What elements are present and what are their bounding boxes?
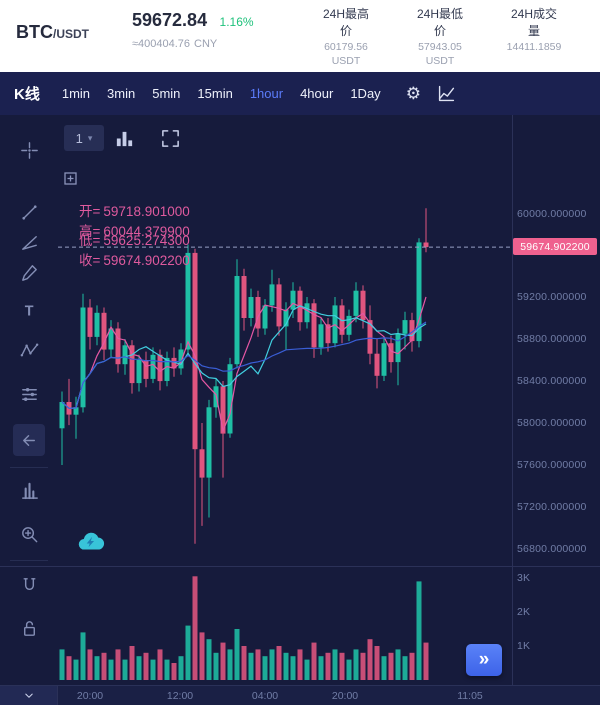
high-label: 高= [79, 224, 101, 239]
time-tick: 04:00 [251, 690, 279, 702]
volume-tick: 3K [517, 572, 531, 584]
stat-value: 57943.05 [418, 41, 462, 53]
stat-label: 量 [527, 24, 540, 38]
lock-tool-icon[interactable] [11, 610, 47, 646]
stat-unit: USDT [331, 55, 361, 67]
magnet-tool-icon[interactable] [11, 567, 47, 603]
interval-select[interactable]: 1 ▾ [64, 125, 104, 151]
tab-15min[interactable]: 15min [197, 86, 233, 101]
price-tick: 60000.000000 [517, 208, 587, 220]
low-label: 低= [79, 233, 101, 248]
volume-tick: 2K [517, 606, 531, 618]
stat-label: 价 [433, 24, 446, 38]
volume-tick: 1K [517, 640, 531, 652]
price-block: 59672.84 1.16% [132, 10, 254, 31]
fiat-value: ≈400404.76 [132, 38, 191, 50]
rail-divider [10, 467, 48, 468]
stat-24h-high: 24H最高 价 60179.56 USDT [298, 6, 394, 68]
open-label: 开= [79, 204, 101, 219]
kline-toolbar: K线 1min 3min 5min 15min 1hour 4hour 1Day… [0, 72, 600, 115]
pair-base: BTC [16, 22, 53, 42]
header: BTC/USDT 59672.84 1.16% ≈400404.76 CNY 24… [0, 0, 600, 72]
watermark-cloud-icon [76, 530, 106, 557]
zoom-tool-icon[interactable] [11, 516, 47, 552]
tab-1min[interactable]: 1min [61, 86, 91, 101]
stat-value: 14411.1859 [506, 41, 562, 53]
time-tick: 20:00 [331, 690, 359, 702]
kline-title: K线 [14, 86, 40, 103]
tab-3min[interactable]: 3min [107, 86, 136, 101]
chart-type-icon[interactable] [114, 128, 135, 149]
expand-panel-button[interactable]: » [466, 644, 502, 676]
indicator-histogram-icon[interactable] [11, 472, 47, 508]
collapse-toolbar-button[interactable] [13, 424, 45, 456]
stat-unit: USDT [425, 55, 455, 67]
stat-24h-low: 24H最低 价 57943.05 USDT [392, 6, 488, 68]
collapse-rail-button[interactable] [0, 686, 58, 705]
indicator-chart-icon[interactable] [437, 84, 456, 103]
stat-label: 24H最低 [416, 7, 463, 21]
last-price: 59672.84 [132, 10, 208, 30]
candlestick-chart[interactable] [0, 115, 600, 685]
interval-value: 1 [75, 130, 83, 146]
stat-label: 价 [339, 24, 352, 38]
ohlc-line-2: 低= 59625.274300 收= 59674.902200 [64, 214, 204, 284]
open-value: 59718.901000 [103, 204, 190, 219]
time-tick: 20:00 [76, 690, 104, 702]
fiat-approx: ≈400404.76 CNY [132, 38, 221, 50]
time-axis: 20:00 12:00 04:00 20:00 11:05 [0, 685, 600, 705]
price-tick: 57600.000000 [517, 459, 587, 471]
tab-1hour[interactable]: 1hour [249, 86, 284, 101]
close-label: 收= [79, 253, 101, 268]
ohlc-line-1: 开= 59718.901000 高= 60044.379900 [64, 185, 204, 255]
chart-section: T 1 ▾ 开= 59718.901000 高= 60044.379900 低= [0, 115, 600, 685]
high-value: 60044.379900 [103, 224, 190, 239]
price-tick: 58800.000000 [517, 333, 587, 345]
stat-label: 24H最高 [322, 7, 369, 21]
text-tool-icon[interactable]: T [11, 292, 47, 328]
stat-value: 60179.56 [324, 41, 368, 53]
time-tick: 12:00 [166, 690, 194, 702]
pair-title[interactable]: BTC/USDT [16, 22, 89, 43]
price-tick: 56800.000000 [517, 543, 587, 555]
price-tick: 58000.000000 [517, 417, 587, 429]
current-price-tag: 59674.902200 [513, 238, 597, 255]
time-tick: 11:05 [457, 690, 483, 702]
pattern-tool-icon[interactable] [11, 332, 47, 368]
trendline-tool-icon[interactable] [11, 194, 47, 230]
settings-gear-icon[interactable]: ⚙ [405, 84, 421, 103]
rail-divider [10, 560, 48, 561]
brush-tool-icon[interactable] [11, 254, 47, 290]
tab-1day[interactable]: 1Day [350, 86, 381, 101]
close-value: 59674.902200 [103, 253, 190, 268]
price-tick: 59200.000000 [517, 291, 587, 303]
tab-5min[interactable]: 5min [152, 86, 181, 101]
stat-24h-volume: 24H成交 量 14411.1859 [486, 6, 582, 54]
price-tick: 58400.000000 [517, 375, 587, 387]
fullscreen-icon[interactable] [160, 128, 181, 149]
add-indicator-icon[interactable] [64, 172, 77, 185]
stat-label: 24H成交 [510, 7, 557, 21]
crosshair-tool-icon[interactable] [11, 132, 47, 168]
price-tick: 57200.000000 [517, 501, 587, 513]
chevron-down-icon: ▾ [87, 132, 93, 143]
pair-quote: /USDT [53, 27, 89, 41]
low-value: 59625.274300 [103, 233, 190, 248]
fiat-unit: CNY [194, 38, 218, 50]
sliders-tool-icon[interactable] [11, 376, 47, 412]
svg-text:T: T [24, 303, 33, 319]
tab-4hour[interactable]: 4hour [300, 86, 334, 101]
angle-tool-icon[interactable] [11, 224, 47, 260]
change-percent: 1.16% [219, 15, 254, 29]
